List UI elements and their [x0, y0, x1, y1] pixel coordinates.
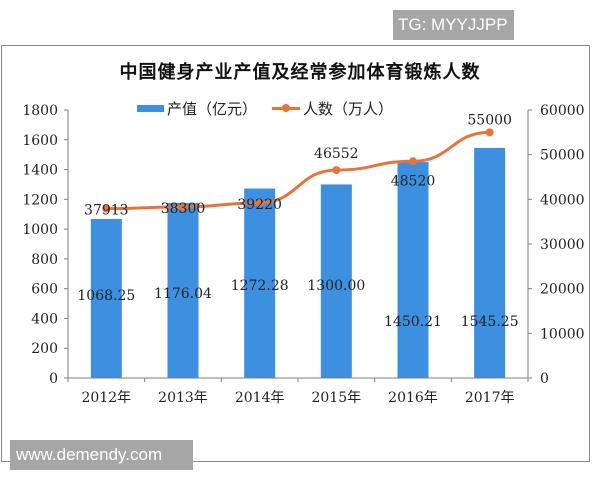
right-axis: 0 10000 20000 30000 40000 50000 60000 [527, 103, 585, 387]
left-axis: 0 200 400 600 800 1000 1200 1400 1600 1800 [22, 103, 69, 387]
line-path [106, 130, 490, 211]
line-value-label: 37913 [84, 203, 129, 219]
legend-bar-swatch-icon [137, 104, 164, 112]
url-watermark-badge: www.demendy.com [10, 440, 193, 470]
bar-value-label: 1300.00 [307, 278, 365, 294]
line-marker-icon [102, 204, 111, 213]
left-axis-tick-label: 600 [31, 282, 58, 298]
x-axis-category-label: 2016年 [388, 390, 438, 406]
bar [397, 162, 429, 378]
line-marker-icon [179, 202, 187, 211]
x-axis-category-label: 2015年 [312, 390, 362, 406]
x-axis-category-label: 2013年 [158, 390, 208, 406]
bar-value-label: 1545.25 [461, 314, 519, 330]
left-axis-tick-label: 0 [49, 371, 58, 387]
chart-title: 中国健身产业产值及经常参加体育锻炼人数 [119, 62, 481, 83]
line-value-label: 39220 [237, 197, 282, 213]
x-axis-category-label: 2017年 [465, 390, 515, 406]
x-axis-category-label: 2014年 [235, 390, 285, 406]
bar [90, 218, 122, 378]
line-value-label: 55000 [467, 112, 512, 128]
left-axis-tick-label: 1000 [22, 222, 58, 238]
right-axis-tick-label: 60000 [540, 103, 585, 119]
line-marker-icon [255, 198, 264, 207]
line-value-label: 48520 [391, 173, 436, 189]
right-axis-tick-label: 20000 [540, 282, 585, 298]
bar-series [90, 147, 506, 378]
legend-line-marker-icon [272, 103, 300, 112]
bar-value-label: 1272.28 [231, 278, 289, 294]
bar-value-label: 1068.25 [77, 288, 135, 304]
bar-value-label: 1450.21 [384, 314, 442, 330]
right-axis-tick-label: 30000 [540, 237, 585, 253]
right-axis-tick-label: 50000 [540, 148, 585, 164]
line-value-label: 46552 [314, 146, 359, 162]
legend-item-people: 人数（万人） [272, 98, 393, 118]
line-marker-icon [485, 128, 494, 137]
x-axis-category-label: 2012年 [82, 390, 132, 406]
right-axis-tick-label: 0 [540, 371, 549, 387]
right-axis-tick-label: 40000 [540, 192, 585, 208]
line-value-label: 38300 [161, 201, 206, 217]
x-axis: 2012年 2013年 2014年 2015年 2016年 2017年 [67, 377, 529, 406]
legend-label-people: 人数（万人） [303, 99, 394, 118]
bar [244, 188, 276, 378]
left-axis-tick-label: 400 [31, 311, 58, 327]
line-marker-icon [409, 157, 417, 166]
left-axis-tick-label: 1600 [22, 133, 58, 149]
line-series [102, 128, 494, 213]
left-axis-tick-label: 1800 [22, 103, 58, 119]
left-axis-tick-label: 200 [31, 341, 58, 357]
bar [167, 202, 199, 378]
bar [320, 184, 352, 378]
legend-label-output-value: 产值（亿元） [167, 99, 258, 118]
left-axis-tick-label: 1400 [22, 163, 58, 179]
line-marker-icon [332, 166, 341, 175]
bar-value-label: 1176.04 [154, 286, 212, 302]
left-axis-tick-label: 1200 [22, 192, 58, 208]
bar [474, 147, 506, 378]
data-labels: 1068.25 1176.04 1272.28 1300.00 1450.21 1545.… [77, 112, 518, 330]
tg-watermark-badge: TG: MYYJJPP [393, 10, 514, 40]
left-axis-tick-label: 800 [31, 252, 58, 268]
right-axis-tick-label: 10000 [540, 326, 585, 342]
chart-legend: 产值（亿元） 人数（万人） [0, 98, 600, 118]
legend-item-output-value: 产值（亿元） [137, 98, 257, 118]
